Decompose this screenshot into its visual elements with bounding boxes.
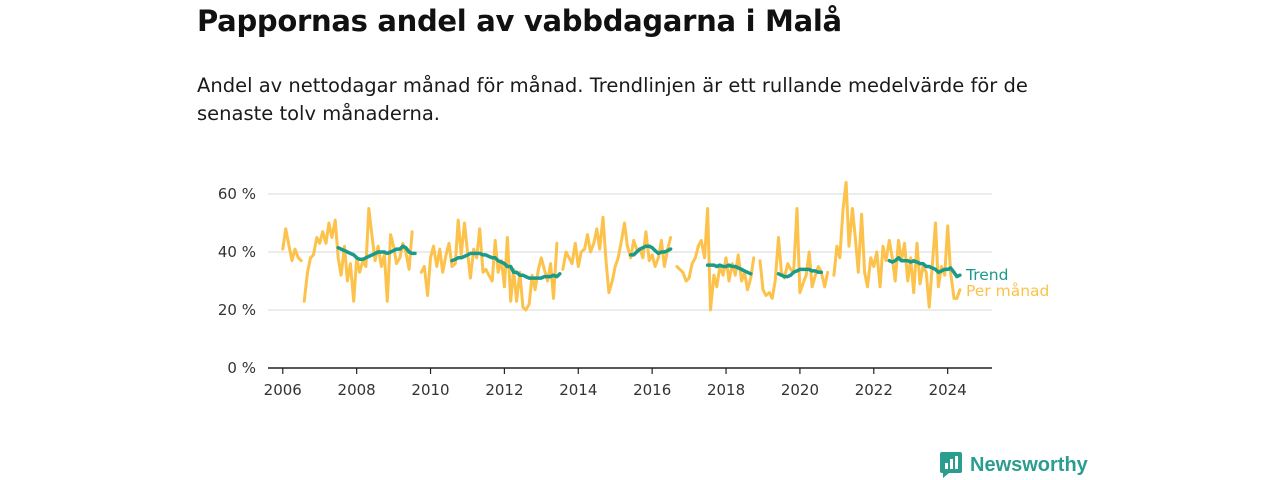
x-tick-label: 2022	[855, 381, 893, 399]
trend-series-line	[336, 244, 417, 262]
trend-series-label: Trend	[965, 266, 1008, 284]
axes: 0 % 20 % 40 % 60 % 2006 2008 2010 2012 2014 2016 2…	[218, 185, 992, 399]
x-tick-label: 2010	[411, 381, 449, 399]
x-tick-label: 2012	[485, 381, 523, 399]
monthly-series-line	[419, 218, 559, 312]
chart-title: Pappornas andel av vabbdagarna i Malå	[197, 4, 842, 38]
monthly-series-label: Per månad	[966, 282, 1049, 300]
monthly-series-line	[758, 207, 830, 300]
trend-series-line	[450, 251, 562, 280]
monthly-series-line	[302, 207, 414, 303]
y-tick-label: 40 %	[218, 243, 256, 261]
x-tick-label: 2018	[707, 381, 745, 399]
x-tick-label: 2006	[264, 381, 302, 399]
x-tick-label: 2024	[929, 381, 967, 399]
trend-series-line	[887, 256, 962, 279]
x-tick-label: 2016	[633, 381, 671, 399]
y-tick-label: 60 %	[218, 185, 256, 203]
trend-series-line	[705, 263, 753, 276]
monthly-series-line	[561, 215, 673, 295]
x-tick-label: 2020	[781, 381, 819, 399]
monthly-series-line	[281, 227, 303, 263]
brand-name: Newsworthy	[970, 453, 1088, 476]
newsworthy-logo-icon	[940, 452, 962, 478]
chart-subtitle: Andel av nettodagar månad för månad. Tre…	[197, 74, 1028, 125]
x-tick-label: 2008	[338, 381, 376, 399]
y-tick-label: 20 %	[218, 301, 256, 319]
x-tick-label: 2014	[559, 381, 597, 399]
series-lines	[281, 180, 962, 312]
brand-logo: Newsworthy	[939, 451, 1088, 479]
y-tick-label: 0 %	[227, 359, 256, 377]
trend-series-line	[776, 267, 824, 279]
trend-series-line	[628, 244, 673, 257]
monthly-series-line	[675, 207, 756, 312]
monthly-series-line	[832, 180, 962, 309]
